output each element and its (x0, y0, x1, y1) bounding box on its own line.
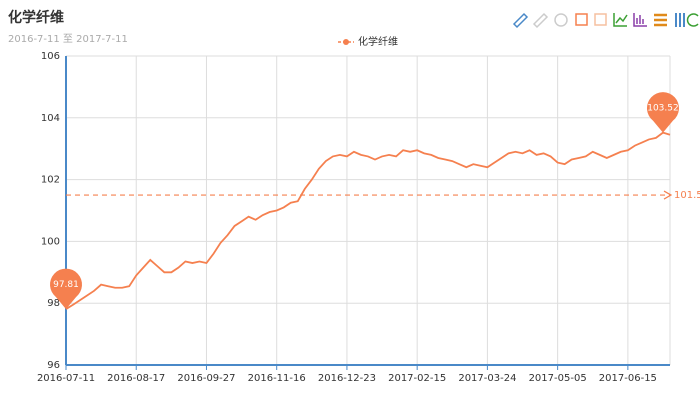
x-tick-label: 2017-03-24 (458, 373, 516, 384)
y-tick-label: 98 (47, 298, 60, 309)
x-tick-label: 2016-07-11 (37, 373, 95, 384)
legend: 化学纤维 (338, 35, 398, 48)
y-tick-label: 104 (41, 113, 60, 124)
chart-title: 化学纤维 (8, 9, 64, 26)
x-tick-label: 2017-05-05 (529, 373, 587, 384)
mark-pin-label: 97.81 (53, 280, 79, 290)
tool-icon[interactable] (654, 13, 667, 27)
toolbox (512, 12, 699, 29)
y-tick-label: 100 (41, 236, 60, 247)
x-tick-label: 2016-12-23 (318, 373, 376, 384)
x-tick-label: 2017-06-15 (599, 373, 657, 384)
y-tick-label: 102 (41, 175, 60, 186)
tool-icon[interactable] (675, 13, 685, 27)
legend-label[interactable]: 化学纤维 (358, 35, 398, 48)
mark-pin (646, 92, 679, 133)
average-arrow (663, 190, 673, 200)
y-tick-label: 106 (41, 51, 60, 62)
average-label: 101.5 (674, 190, 700, 201)
legend-symbol (343, 39, 349, 45)
tool-icon[interactable] (554, 13, 568, 27)
tool-icon[interactable] (686, 13, 699, 27)
tool-icon[interactable] (575, 13, 588, 26)
tool-icon[interactable] (613, 13, 628, 27)
chart-subtitle: 2016-7-11 至 2017-7-11 (8, 33, 128, 45)
tool-icon[interactable] (633, 13, 647, 27)
y-tick-label: 96 (47, 360, 60, 371)
tool-icon[interactable] (512, 12, 529, 29)
mark-pin-label: 103.52 (647, 104, 679, 114)
series-line (65, 131, 671, 310)
x-tick-label: 2016-08-17 (107, 373, 165, 384)
x-tick-label: 2016-09-27 (177, 373, 235, 384)
x-tick-label: 2017-02-15 (388, 373, 446, 384)
tool-icon[interactable] (532, 12, 549, 29)
mark-pin (50, 268, 82, 310)
tool-icon[interactable] (594, 13, 607, 26)
x-tick-label: 2016-11-16 (248, 373, 306, 384)
